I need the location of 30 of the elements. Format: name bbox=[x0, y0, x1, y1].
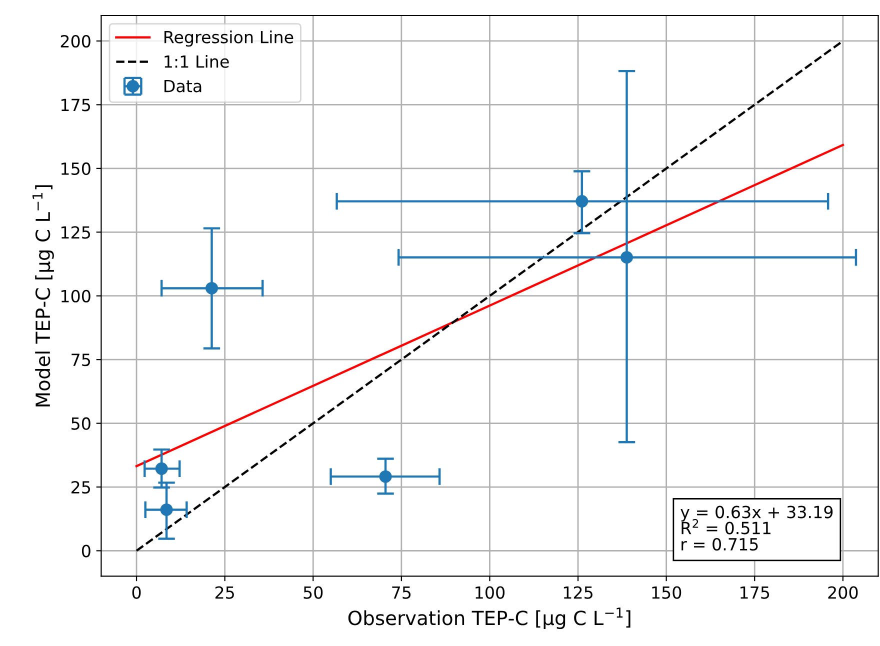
y-tick-label: 25 bbox=[71, 480, 90, 494]
y-tick-label: 0 bbox=[82, 544, 90, 558]
annotation: y = 0.63x + 33.19 R$^{2}$ = 0.511 r = 0.715 bbox=[680, 506, 833, 551]
x-tick-label: 25 bbox=[215, 586, 234, 599]
y-tick-label: 125 bbox=[61, 226, 90, 239]
point bbox=[155, 462, 168, 475]
x-tick-label: 150 bbox=[652, 586, 682, 599]
point bbox=[576, 195, 588, 208]
legend-label: Data bbox=[164, 80, 202, 92]
y-axis-title: Model TEP-C [μg C L$^{−1}$] bbox=[32, 185, 54, 406]
x-tick-label: 0 bbox=[132, 586, 141, 599]
y-tick-label: 200 bbox=[60, 34, 90, 48]
x-tick-label: 200 bbox=[828, 586, 858, 599]
x-tick-label: 100 bbox=[476, 586, 505, 599]
y-tick-label: 50 bbox=[72, 417, 90, 430]
legend-label: 1:1 Line bbox=[164, 54, 229, 68]
legend-label: Regression Line bbox=[164, 30, 294, 47]
x-tick-label: 50 bbox=[304, 586, 323, 599]
y-tick-label: 175 bbox=[61, 98, 90, 112]
point bbox=[160, 503, 173, 516]
x-tick-label: 175 bbox=[740, 586, 770, 599]
point bbox=[379, 470, 392, 483]
x-tick-label: 75 bbox=[392, 586, 411, 599]
point bbox=[206, 282, 218, 294]
y-tick-label: 150 bbox=[61, 162, 90, 175]
x-tick-label: 125 bbox=[564, 586, 592, 599]
x-axis-title: Observation TEP-C [μg C L$^{−1}$] bbox=[348, 608, 630, 630]
point bbox=[620, 251, 634, 264]
y-tick-label: 100 bbox=[61, 290, 90, 302]
y-tick-label: 75 bbox=[72, 354, 90, 366]
